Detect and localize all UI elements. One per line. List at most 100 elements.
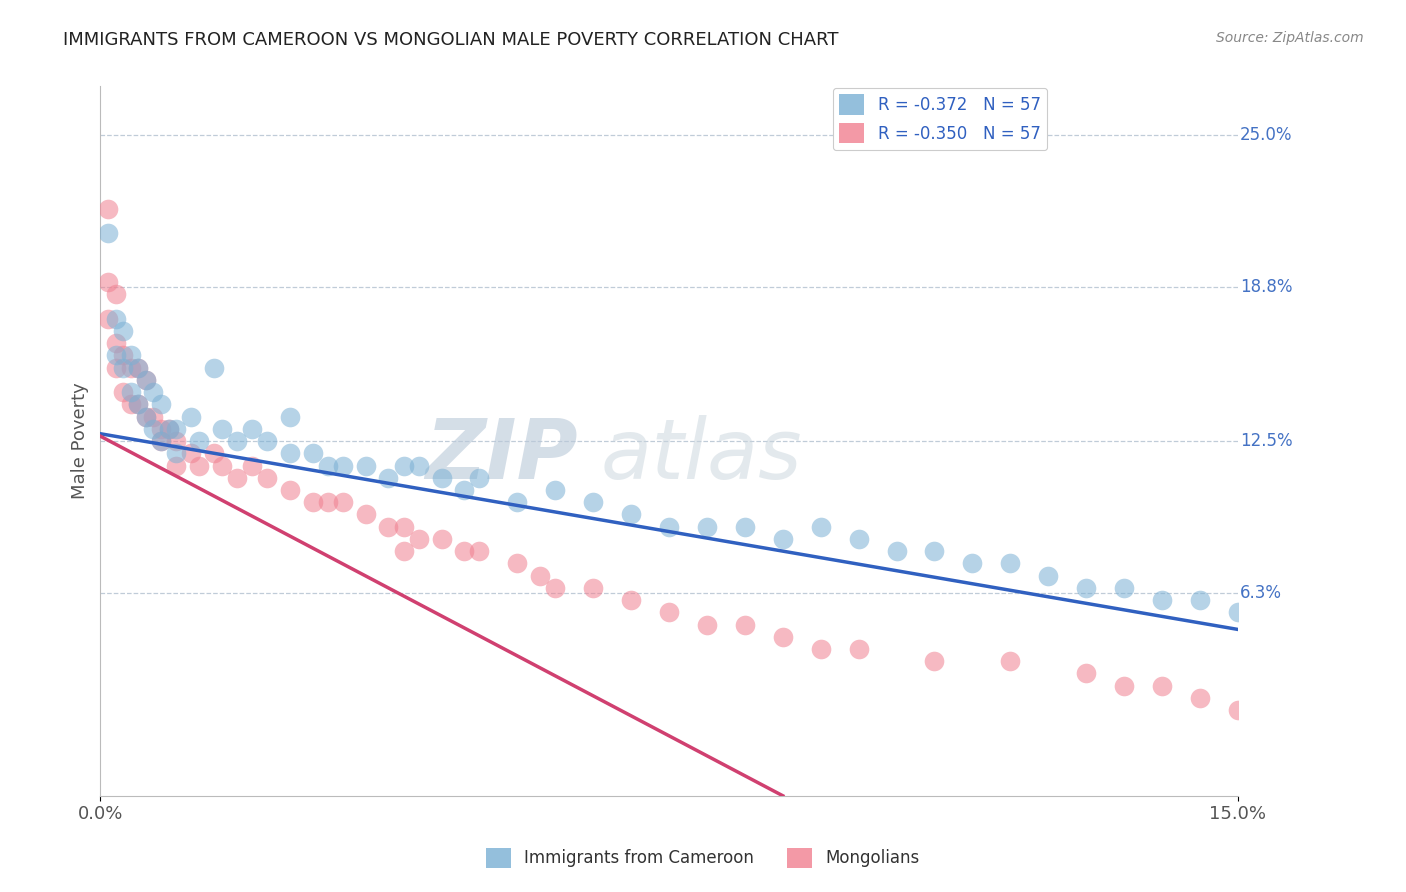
Point [620,593,643,607]
Point [1226,703,1249,717]
Point [135,409,157,424]
Point [1150,593,1173,607]
Point [453,483,475,497]
Point [187,434,209,448]
Point [278,409,301,424]
Point [104,287,127,301]
Point [157,422,180,436]
Point [256,434,278,448]
Point [240,458,263,473]
Point [886,544,908,558]
Point [1188,690,1211,705]
Point [506,495,529,509]
Point [142,409,165,424]
Point [104,336,127,351]
Point [772,630,794,644]
Point [165,434,187,448]
Point [1150,679,1173,693]
Point [165,446,187,460]
Point [529,568,551,582]
Point [354,508,377,522]
Text: 12.5%: 12.5% [1240,432,1292,450]
Point [354,458,377,473]
Point [392,458,415,473]
Point [658,605,681,619]
Point [408,458,430,473]
Point [97,275,120,289]
Point [301,495,323,509]
Point [332,495,354,509]
Point [180,446,202,460]
Text: 18.8%: 18.8% [1240,278,1292,296]
Point [142,422,165,436]
Text: atlas: atlas [600,415,803,496]
Point [392,519,415,533]
Point [211,458,233,473]
Point [544,581,567,595]
Point [924,544,946,558]
Point [97,202,120,216]
Point [112,348,135,362]
Point [696,617,718,632]
Point [120,360,142,375]
Point [962,557,984,571]
Point [104,311,127,326]
Point [211,422,233,436]
Point [468,471,491,485]
Point [810,642,832,657]
Point [150,422,173,436]
Point [468,544,491,558]
Point [97,311,120,326]
Point [1074,666,1097,681]
Point [127,360,149,375]
Point [658,519,681,533]
Point [97,226,120,240]
Point [240,422,263,436]
Point [165,422,187,436]
Point [848,532,870,546]
Point [150,434,173,448]
Point [377,519,399,533]
Point [127,397,149,411]
Point [392,544,415,558]
Point [772,532,794,546]
Point [316,495,339,509]
Point [112,385,135,400]
Point [127,360,149,375]
Point [453,544,475,558]
Point [582,581,605,595]
Point [135,409,157,424]
Point [1112,581,1135,595]
Point [150,434,173,448]
Text: 25.0%: 25.0% [1240,127,1292,145]
Point [377,471,399,485]
Point [127,397,149,411]
Point [332,458,354,473]
Point [1112,679,1135,693]
Point [506,557,529,571]
Text: IMMIGRANTS FROM CAMEROON VS MONGOLIAN MALE POVERTY CORRELATION CHART: IMMIGRANTS FROM CAMEROON VS MONGOLIAN MA… [63,31,839,49]
Point [112,324,135,338]
Point [301,446,323,460]
Point [202,360,225,375]
Point [104,348,127,362]
Text: ZIP: ZIP [426,415,578,496]
Point [150,397,173,411]
Point [1226,605,1249,619]
Legend: R = -0.372   N = 57, R = -0.350   N = 57: R = -0.372 N = 57, R = -0.350 N = 57 [832,87,1047,150]
Point [278,446,301,460]
Point [734,519,756,533]
Point [734,617,756,632]
Point [142,385,165,400]
Point [165,458,187,473]
Point [120,348,142,362]
Point [1000,654,1022,668]
Text: 6.3%: 6.3% [1240,583,1282,602]
Point [408,532,430,546]
Point [180,409,202,424]
Point [135,373,157,387]
Point [696,519,718,533]
Point [430,471,453,485]
Point [1000,557,1022,571]
Point [112,360,135,375]
